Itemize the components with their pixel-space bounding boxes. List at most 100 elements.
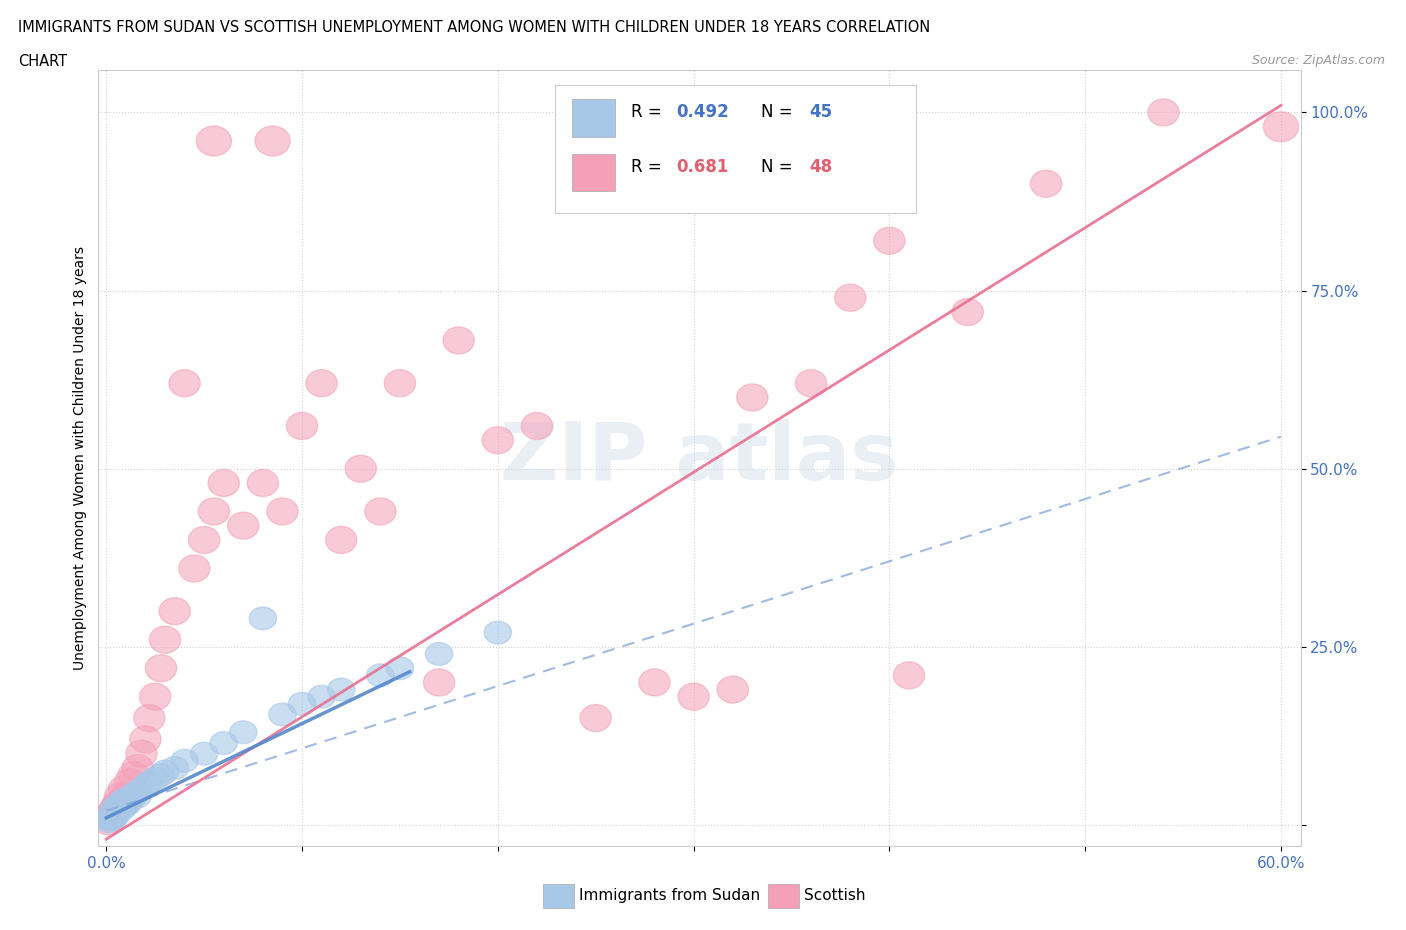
Ellipse shape bbox=[364, 498, 396, 525]
Ellipse shape bbox=[208, 470, 239, 497]
Ellipse shape bbox=[118, 785, 145, 808]
Ellipse shape bbox=[426, 643, 453, 665]
Ellipse shape bbox=[142, 767, 169, 790]
Ellipse shape bbox=[287, 412, 318, 440]
Ellipse shape bbox=[149, 626, 180, 653]
Ellipse shape bbox=[796, 370, 827, 397]
Y-axis label: Unemployment Among Women with Children Under 18 years: Unemployment Among Women with Children U… bbox=[73, 246, 87, 670]
Ellipse shape bbox=[1147, 99, 1180, 126]
Ellipse shape bbox=[326, 526, 357, 553]
Ellipse shape bbox=[107, 790, 138, 817]
Ellipse shape bbox=[179, 555, 209, 582]
Text: Scottish: Scottish bbox=[804, 888, 866, 903]
Text: R =: R = bbox=[631, 158, 662, 176]
Ellipse shape bbox=[484, 621, 512, 644]
Ellipse shape bbox=[98, 803, 125, 826]
Ellipse shape bbox=[94, 804, 125, 831]
Ellipse shape bbox=[387, 657, 413, 680]
Ellipse shape bbox=[159, 598, 190, 625]
Ellipse shape bbox=[172, 750, 198, 772]
Ellipse shape bbox=[100, 799, 128, 822]
Ellipse shape bbox=[93, 808, 124, 835]
FancyBboxPatch shape bbox=[572, 100, 616, 137]
Text: 48: 48 bbox=[808, 158, 832, 176]
Ellipse shape bbox=[482, 427, 513, 454]
Text: N =: N = bbox=[761, 158, 793, 176]
Ellipse shape bbox=[110, 783, 142, 810]
Ellipse shape bbox=[249, 607, 277, 630]
Ellipse shape bbox=[104, 799, 132, 822]
Ellipse shape bbox=[197, 126, 232, 156]
Ellipse shape bbox=[108, 776, 139, 803]
Text: ZIP atlas: ZIP atlas bbox=[501, 419, 898, 497]
Ellipse shape bbox=[952, 299, 983, 326]
Ellipse shape bbox=[198, 498, 229, 525]
Ellipse shape bbox=[98, 806, 125, 830]
Ellipse shape bbox=[104, 783, 135, 810]
Ellipse shape bbox=[103, 790, 134, 817]
Ellipse shape bbox=[139, 684, 172, 711]
Ellipse shape bbox=[122, 754, 153, 781]
Ellipse shape bbox=[112, 792, 139, 815]
Ellipse shape bbox=[110, 796, 138, 818]
Text: 0.681: 0.681 bbox=[676, 158, 730, 176]
FancyBboxPatch shape bbox=[555, 86, 915, 213]
Ellipse shape bbox=[1031, 170, 1062, 197]
Ellipse shape bbox=[104, 796, 132, 818]
Ellipse shape bbox=[100, 793, 132, 820]
Ellipse shape bbox=[152, 760, 179, 783]
Ellipse shape bbox=[107, 799, 134, 822]
Ellipse shape bbox=[717, 676, 748, 703]
Ellipse shape bbox=[384, 370, 416, 397]
Ellipse shape bbox=[247, 470, 278, 497]
Text: 45: 45 bbox=[808, 103, 832, 122]
Ellipse shape bbox=[835, 285, 866, 312]
Ellipse shape bbox=[288, 693, 316, 715]
Ellipse shape bbox=[124, 785, 152, 808]
Ellipse shape bbox=[125, 740, 157, 767]
Ellipse shape bbox=[678, 684, 709, 711]
Text: N =: N = bbox=[761, 103, 793, 122]
Text: IMMIGRANTS FROM SUDAN VS SCOTTISH UNEMPLOYMENT AMONG WOMEN WITH CHILDREN UNDER 1: IMMIGRANTS FROM SUDAN VS SCOTTISH UNEMPL… bbox=[18, 20, 931, 35]
Ellipse shape bbox=[328, 678, 354, 701]
Ellipse shape bbox=[132, 775, 159, 797]
Ellipse shape bbox=[423, 669, 454, 696]
Ellipse shape bbox=[581, 705, 612, 732]
Ellipse shape bbox=[145, 655, 177, 682]
Ellipse shape bbox=[94, 810, 122, 832]
Ellipse shape bbox=[128, 777, 155, 801]
Ellipse shape bbox=[893, 662, 925, 689]
Ellipse shape bbox=[228, 512, 259, 539]
FancyBboxPatch shape bbox=[572, 153, 616, 191]
Ellipse shape bbox=[103, 803, 129, 826]
Ellipse shape bbox=[162, 756, 188, 779]
Ellipse shape bbox=[120, 785, 148, 808]
Ellipse shape bbox=[100, 806, 128, 830]
Ellipse shape bbox=[108, 796, 135, 818]
Ellipse shape bbox=[103, 796, 129, 818]
Ellipse shape bbox=[443, 327, 474, 354]
Ellipse shape bbox=[308, 685, 335, 708]
Ellipse shape bbox=[117, 789, 143, 811]
Ellipse shape bbox=[129, 726, 162, 753]
Text: 0.492: 0.492 bbox=[676, 103, 730, 122]
Ellipse shape bbox=[98, 797, 129, 824]
Ellipse shape bbox=[209, 732, 238, 754]
Ellipse shape bbox=[307, 370, 337, 397]
Ellipse shape bbox=[135, 771, 163, 793]
Ellipse shape bbox=[118, 762, 149, 789]
Ellipse shape bbox=[638, 669, 671, 696]
Ellipse shape bbox=[737, 384, 768, 411]
Text: R =: R = bbox=[631, 103, 662, 122]
Ellipse shape bbox=[97, 808, 124, 830]
Ellipse shape bbox=[122, 781, 149, 804]
Ellipse shape bbox=[108, 792, 135, 815]
Ellipse shape bbox=[97, 806, 124, 830]
Ellipse shape bbox=[344, 455, 377, 483]
Text: Source: ZipAtlas.com: Source: ZipAtlas.com bbox=[1251, 54, 1385, 67]
Ellipse shape bbox=[254, 126, 290, 156]
Ellipse shape bbox=[522, 412, 553, 440]
Ellipse shape bbox=[873, 227, 905, 254]
Ellipse shape bbox=[1264, 112, 1299, 141]
Ellipse shape bbox=[114, 768, 145, 796]
